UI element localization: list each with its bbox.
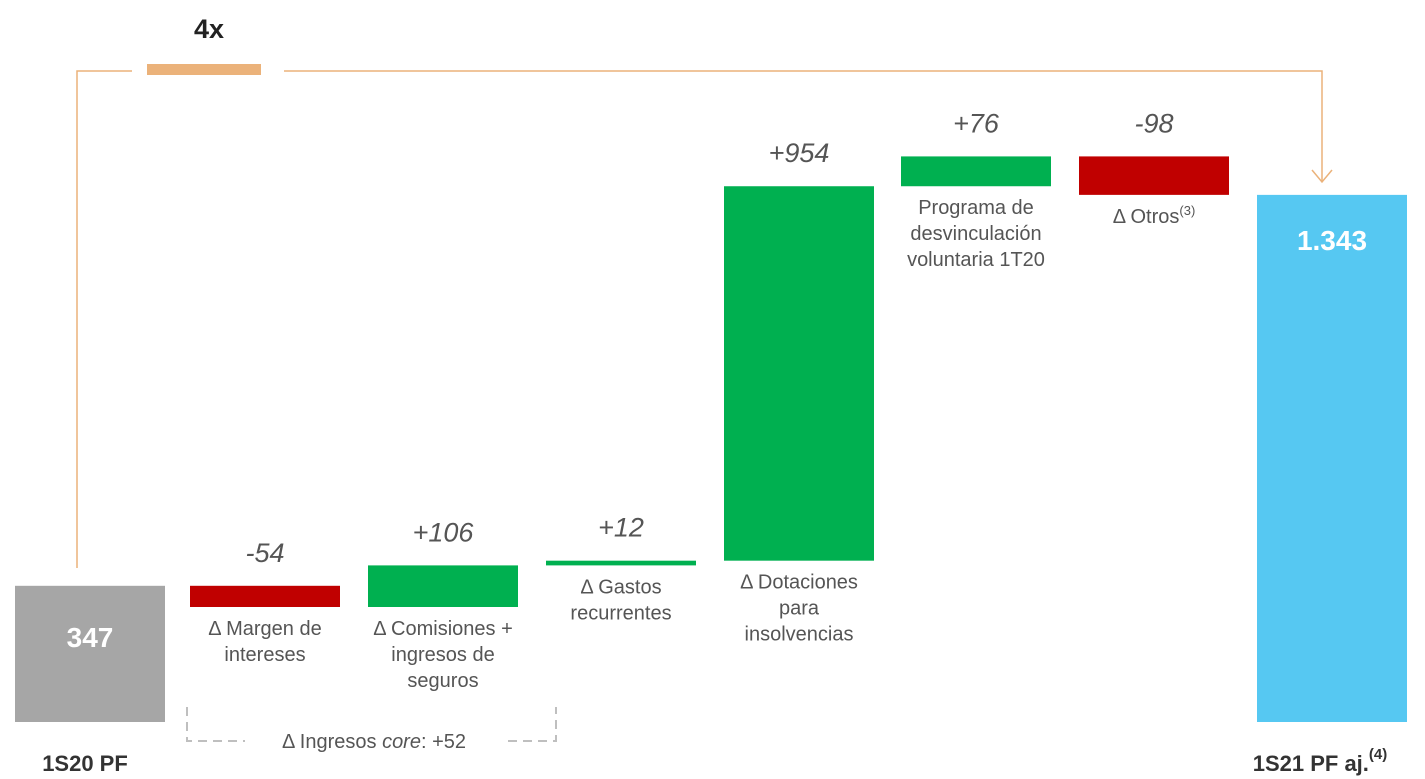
bar-end: [1257, 194, 1407, 722]
category-label-dotaciones: Δ Dotaciones: [740, 572, 858, 594]
category-label-dotaciones: insolvencias: [745, 624, 854, 646]
bar-value-end: 1.343: [1297, 225, 1367, 256]
bar-programa: [901, 156, 1051, 187]
bar-otros: [1079, 156, 1229, 195]
multiplier-label: 4x: [194, 14, 224, 44]
category-label-gastos: recurrentes: [570, 602, 671, 624]
category-label-margen: Δ Margen de: [208, 618, 321, 640]
category-label-programa: voluntaria 1T20: [907, 249, 1045, 271]
bar-margen: [190, 585, 340, 607]
multiplier-marker: [147, 64, 261, 75]
category-label-dotaciones: para: [779, 598, 820, 620]
bar-start: [15, 585, 165, 722]
category-label-margen: intereses: [224, 644, 305, 666]
bar-value-comisiones: +106: [413, 517, 475, 547]
x-label-end: 1S21 PF aj.(4): [1253, 746, 1388, 776]
bar-value-margen: -54: [245, 538, 284, 568]
bracket-left: [186, 707, 245, 742]
bar-value-programa: +76: [953, 108, 1000, 138]
bar-gastos: [546, 560, 696, 566]
category-label-programa: Programa de: [918, 197, 1034, 219]
x-label-start: 1S20 PF: [42, 751, 128, 776]
category-label-comisiones: seguros: [407, 670, 478, 692]
category-label-gastos: Δ Gastos: [580, 576, 661, 598]
bar-dotaciones: [724, 186, 874, 561]
arrow-head-icon: [1311, 169, 1333, 184]
bar-value-start: 347: [67, 622, 114, 653]
category-label-otros: Δ Otros(3): [1113, 203, 1196, 228]
category-label-programa: desvinculación: [910, 223, 1041, 245]
category-label-comisiones: Δ Comisiones +: [373, 618, 513, 640]
category-label-comisiones: ingresos de: [391, 644, 494, 666]
bar-value-otros: -98: [1134, 108, 1173, 138]
bar-comisiones: [368, 565, 518, 607]
connector-line-right: [284, 70, 1323, 182]
bracket-right: [508, 707, 557, 742]
bar-value-dotaciones: +954: [769, 138, 830, 168]
bar-value-gastos: +12: [598, 513, 644, 543]
bracket-label: Δ Ingresos core: +52: [282, 731, 466, 753]
connector-line-left: [76, 70, 132, 568]
